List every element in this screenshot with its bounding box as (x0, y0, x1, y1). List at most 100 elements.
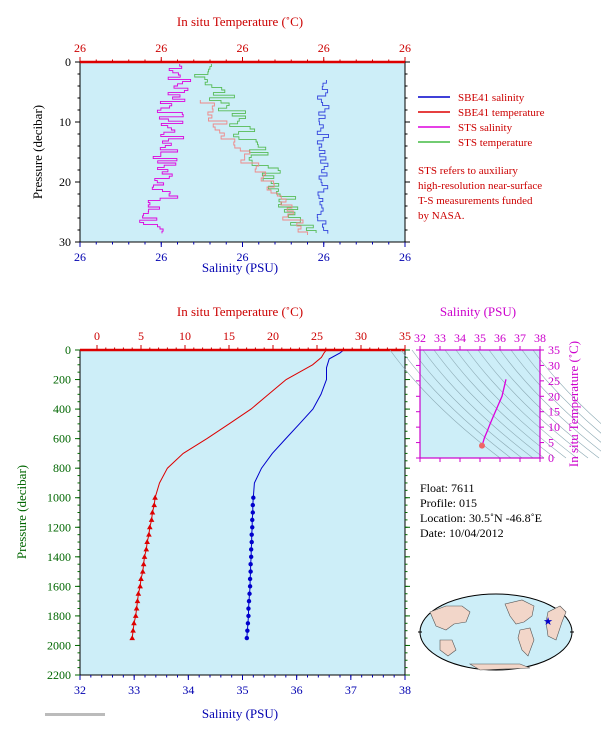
salinity-point (247, 584, 253, 589)
temperature-point (146, 531, 152, 537)
salinity-point (250, 517, 255, 523)
main-pressure-tick-label: 800 (53, 461, 71, 475)
ts-sal-tick-label: 38 (534, 331, 546, 345)
date: Date: 10/04/2012 (420, 526, 504, 540)
salinity-point (246, 598, 252, 604)
ts-sal-tick-label: 33 (434, 331, 446, 345)
top-sal-tick-label: 26 (237, 250, 249, 264)
temperature-point (140, 561, 147, 567)
ts-temp-tick-label: 5 (548, 436, 554, 450)
ts-plot-area (420, 350, 540, 458)
main-pressure-tick-label: 400 (53, 402, 71, 416)
temperature-point (137, 583, 143, 589)
salinity-point (250, 510, 255, 515)
main-temp-tick-label: 30 (355, 329, 367, 343)
ts-sal-tick-label: 37 (514, 331, 526, 345)
salinity-point (245, 628, 250, 633)
temperature-point (151, 502, 157, 508)
note-line-3: T-S measurements funded (418, 195, 533, 207)
ts-density-contour (521, 349, 601, 434)
main-pressure-tick-label: 0 (65, 343, 71, 357)
ts-density-contour (444, 349, 556, 459)
ts-density-contour (532, 349, 601, 425)
temperature-point (135, 590, 142, 596)
salinity-point (248, 547, 254, 552)
temperature-point (144, 539, 150, 545)
ts-temp-tick-label: 15 (548, 405, 560, 419)
ts-density-contour (455, 349, 567, 459)
main-temp-tick-label: 15 (223, 329, 235, 343)
main-pressure-tick-label: 200 (53, 373, 71, 387)
top-sbe41-salinity-trace (316, 80, 330, 234)
salinity-point (246, 613, 251, 619)
main-sal-tick-label: 33 (128, 683, 140, 697)
salinity-point (248, 569, 253, 574)
top-note: STS refers to auxiliary high-resolution … (418, 165, 542, 222)
top-sts-salinity-trace (139, 64, 192, 234)
map-australia (439, 639, 457, 657)
ts-sal-tick-label: 32 (414, 331, 426, 345)
temperature-point (138, 575, 144, 581)
temperature-point (143, 546, 150, 552)
temperature-point (141, 553, 148, 559)
top-temp-tick-label: 26 (155, 41, 167, 55)
top-pressure-tick-label: 10 (59, 115, 71, 129)
float-info: Float: 7611 Profile: 015 Location: 30.5˚… (420, 481, 542, 540)
top-legend: SBE41 salinity SBE41 temperature STS sal… (418, 92, 545, 149)
top-sal-tick-label: 26 (399, 250, 411, 264)
main-sal-tick-label: 32 (74, 683, 86, 697)
ts-salinity-axis-label: Salinity (PSU) (440, 304, 516, 319)
salinity-point (246, 606, 251, 611)
ts-temp-tick-label: 0 (548, 451, 554, 465)
float-id: Float: 7611 (420, 481, 475, 495)
note-line-2: high-resolution near-surface (418, 180, 542, 192)
ts-curve (481, 379, 507, 446)
temperature-point (132, 612, 139, 618)
note-line-4: by NASA. (418, 210, 465, 222)
salinity-point (250, 502, 255, 508)
main-pressure-tick-label: 2200 (47, 668, 71, 682)
salinity-point (245, 621, 251, 626)
main-temp-tick-label: 5 (138, 329, 144, 343)
temperature-point (152, 494, 158, 500)
map-antarctica (468, 663, 531, 671)
top-pressure-tick-label: 0 (65, 55, 71, 69)
temperature-point (147, 524, 153, 530)
map-land (429, 599, 567, 671)
credit-mark (45, 713, 105, 716)
top-temp-tick-label: 26 (237, 41, 249, 55)
salinity-point (247, 576, 253, 582)
ts-temp-tick-label: 30 (548, 358, 560, 372)
main-sal-tick-label: 35 (237, 683, 249, 697)
top-sbe41-temperature-trace (199, 100, 308, 235)
ts-density-contour (510, 349, 601, 443)
main-pressure-tick-label: 1800 (47, 609, 71, 623)
main-salinity-axis-label: Salinity (PSU) (202, 706, 278, 721)
top-temp-tick-label: 26 (399, 41, 411, 55)
ts-sal-tick-label: 36 (494, 331, 506, 345)
main-pressure-tick-label: 600 (53, 432, 71, 446)
main-ticks: 0 5 10 15 20 25 30 35 32 33 34 35 36 37 38 0 200 400 600 80… (47, 329, 411, 697)
temperature-point (130, 627, 136, 633)
profile-number: Profile: 015 (420, 496, 477, 510)
temperature-point (149, 509, 156, 515)
temperature-point (134, 598, 141, 604)
legend-sts-temperature: STS temperature (458, 137, 532, 149)
ts-density-contour (433, 349, 545, 459)
ts-density-contour (466, 349, 578, 459)
salinity-point (248, 562, 253, 567)
ts-density-contour (400, 349, 512, 459)
top-sal-tick-label: 26 (155, 250, 167, 264)
temperature-point (131, 620, 137, 626)
ts-density-contour (422, 349, 534, 459)
top-sts-temperature-trace (194, 64, 317, 233)
ts-traces (479, 379, 507, 449)
legend-sbe41-temperature: SBE41 temperature (458, 107, 545, 119)
salinity-point (244, 635, 250, 641)
map-south-america (517, 627, 535, 657)
top-plot-area (80, 62, 405, 242)
top-temp-axis-label: In situ Temperature (˚C) (177, 14, 303, 29)
